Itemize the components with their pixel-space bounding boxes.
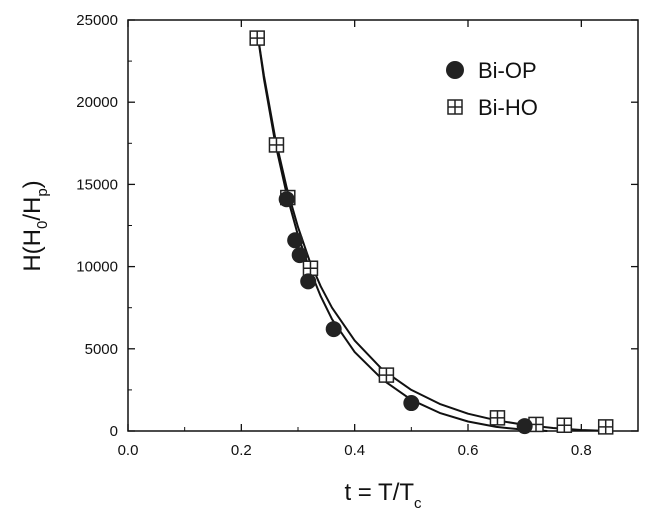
legend-marker-bi-op [446, 61, 464, 79]
legend-marker-bi-ho [447, 99, 463, 115]
y-axis-title-main: H(H [19, 229, 46, 272]
x-tick-label: 0.2 [231, 442, 252, 459]
point-bi-ho [302, 260, 319, 276]
point-bi-ho [249, 30, 265, 46]
point-bi-ho [268, 137, 285, 153]
y-tick-label: 0 [110, 423, 118, 440]
legend: Bi-OP Bi-HO [446, 58, 538, 120]
y-axis-title-end: ) [19, 180, 46, 188]
point-bi-ho [597, 419, 614, 435]
point-bi-op [278, 191, 295, 208]
point-bi-op [516, 418, 533, 435]
y-tick-label: 15000 [76, 176, 118, 193]
legend-label-bi-ho: Bi-HO [478, 95, 538, 120]
axis-ticks: 0.0 0.2 0.4 0.6 0.8 0 5000 10000 15000 20000 25000 [76, 12, 638, 459]
point-bi-op [325, 321, 342, 338]
point-bi-op [403, 395, 420, 412]
fit-curve-series-0 [256, 31, 548, 432]
y-axis-title-mid: /H [19, 197, 46, 221]
x-axis-title-sub: c [414, 495, 422, 512]
point-bi-op [300, 273, 317, 290]
y-tick-label: 10000 [76, 259, 118, 276]
fit-curve-series-1 [256, 31, 610, 432]
y-axis-title: H(H0/Hp) [19, 180, 51, 271]
data-points [249, 30, 614, 435]
point-bi-ho [556, 417, 573, 433]
y-tick-label: 25000 [76, 12, 118, 29]
x-tick-label: 0.4 [344, 442, 365, 459]
point-bi-ho [489, 410, 506, 426]
legend-label-bi-op: Bi-OP [478, 58, 537, 83]
x-axis-title: t = T/Tc [344, 479, 422, 512]
point-bi-ho [378, 367, 395, 383]
x-tick-label: 0.6 [458, 442, 479, 459]
x-tick-label: 0.0 [118, 442, 139, 459]
y-axis-title-sub2: p [34, 188, 51, 196]
point-bi-op [291, 247, 308, 264]
x-axis-title-main: t = T/T [344, 479, 414, 506]
y-axis-title-sub1: 0 [34, 221, 51, 229]
point-bi-op [287, 232, 304, 249]
y-tick-label: 5000 [85, 341, 118, 358]
fit-curves [256, 31, 610, 432]
y-tick-label: 20000 [76, 94, 118, 111]
x-tick-label: 0.8 [571, 442, 592, 459]
